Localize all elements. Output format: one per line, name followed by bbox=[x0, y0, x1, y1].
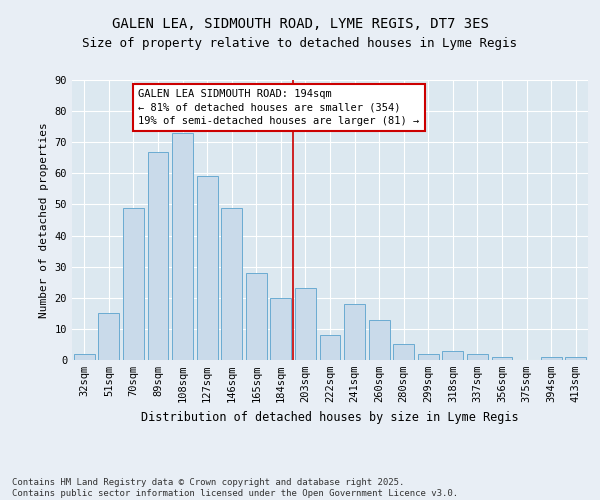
X-axis label: Distribution of detached houses by size in Lyme Regis: Distribution of detached houses by size … bbox=[141, 410, 519, 424]
Bar bbox=[74, 354, 95, 360]
Bar bbox=[541, 357, 562, 360]
Bar bbox=[172, 133, 193, 360]
Bar bbox=[123, 208, 144, 360]
Bar bbox=[148, 152, 169, 360]
Bar bbox=[221, 208, 242, 360]
Text: GALEN LEA, SIDMOUTH ROAD, LYME REGIS, DT7 3ES: GALEN LEA, SIDMOUTH ROAD, LYME REGIS, DT… bbox=[112, 18, 488, 32]
Y-axis label: Number of detached properties: Number of detached properties bbox=[39, 122, 49, 318]
Bar bbox=[246, 273, 267, 360]
Bar bbox=[197, 176, 218, 360]
Bar bbox=[271, 298, 292, 360]
Text: Size of property relative to detached houses in Lyme Regis: Size of property relative to detached ho… bbox=[83, 38, 517, 51]
Bar bbox=[368, 320, 389, 360]
Bar bbox=[295, 288, 316, 360]
Text: GALEN LEA SIDMOUTH ROAD: 194sqm
← 81% of detached houses are smaller (354)
19% o: GALEN LEA SIDMOUTH ROAD: 194sqm ← 81% of… bbox=[139, 90, 419, 126]
Text: Contains HM Land Registry data © Crown copyright and database right 2025.
Contai: Contains HM Land Registry data © Crown c… bbox=[12, 478, 458, 498]
Bar bbox=[467, 354, 488, 360]
Bar bbox=[418, 354, 439, 360]
Bar bbox=[344, 304, 365, 360]
Bar bbox=[320, 335, 340, 360]
Bar bbox=[442, 350, 463, 360]
Bar bbox=[565, 357, 586, 360]
Bar bbox=[393, 344, 414, 360]
Bar bbox=[98, 314, 119, 360]
Bar bbox=[491, 357, 512, 360]
